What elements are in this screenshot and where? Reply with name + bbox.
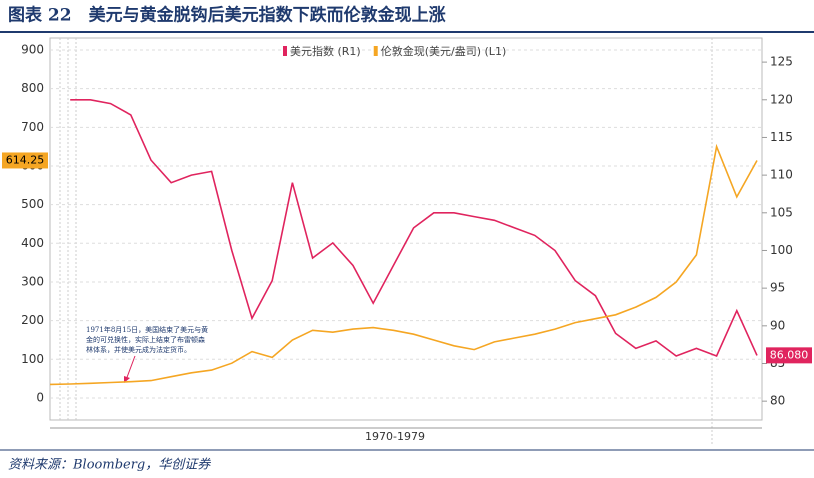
y-tick-label: 700 (21, 120, 44, 134)
y-tick-label: 400 (21, 236, 44, 250)
y-tick-label: 300 (21, 274, 44, 288)
value-tag (2, 152, 48, 169)
plot-frame (49, 37, 763, 421)
source: 资料来源：Bloomberg，华创证券 (8, 458, 211, 473)
y-tick-label: 0 (36, 390, 44, 404)
value-label: 614.25 (6, 153, 45, 166)
annotation: 1971年8月15日，美国结束了美元与黄 (86, 325, 208, 334)
series-line (49, 143, 758, 386)
series-line (70, 99, 758, 358)
annotation-arrow (125, 355, 136, 381)
y-tick-label: 800 (21, 81, 44, 95)
y-tick-label: 100 (21, 352, 44, 366)
legend-label: 美元指数 (R1) (290, 44, 361, 58)
value-label: 86.080 (770, 348, 809, 361)
y2-tick-label: 120 (770, 92, 793, 106)
y2-tick-label: 110 (770, 168, 793, 182)
y2-tick-label: 115 (770, 130, 793, 144)
y2-tick-label: 90 (770, 318, 785, 332)
y-tick-label: 500 (21, 197, 44, 211)
annotation: 金的可兑换性，实际上结束了布雷顿森 (86, 335, 205, 344)
annotation: 林体系，并使美元成为法定货币。 (86, 345, 191, 354)
y2-tick-label: 80 (770, 394, 785, 408)
y2-tick-label: 95 (770, 281, 785, 295)
value-tag (766, 347, 812, 364)
x-axis-label: 1970-1979 (365, 430, 425, 443)
legend-label: 伦敦金现(美元/盎司) (L1) (381, 44, 507, 58)
y2-tick-label: 125 (770, 55, 793, 69)
chart-title: 图表 22 美元与黄金脱钩后美元指数下跌而伦敦金现上涨 (8, 5, 446, 26)
y-tick-label: 900 (21, 42, 44, 56)
legend-swatch (283, 46, 287, 56)
y2-tick-label: 105 (770, 205, 793, 219)
y-tick-label: 200 (21, 313, 44, 327)
legend-swatch (373, 46, 378, 56)
y2-tick-label: 100 (770, 243, 793, 257)
